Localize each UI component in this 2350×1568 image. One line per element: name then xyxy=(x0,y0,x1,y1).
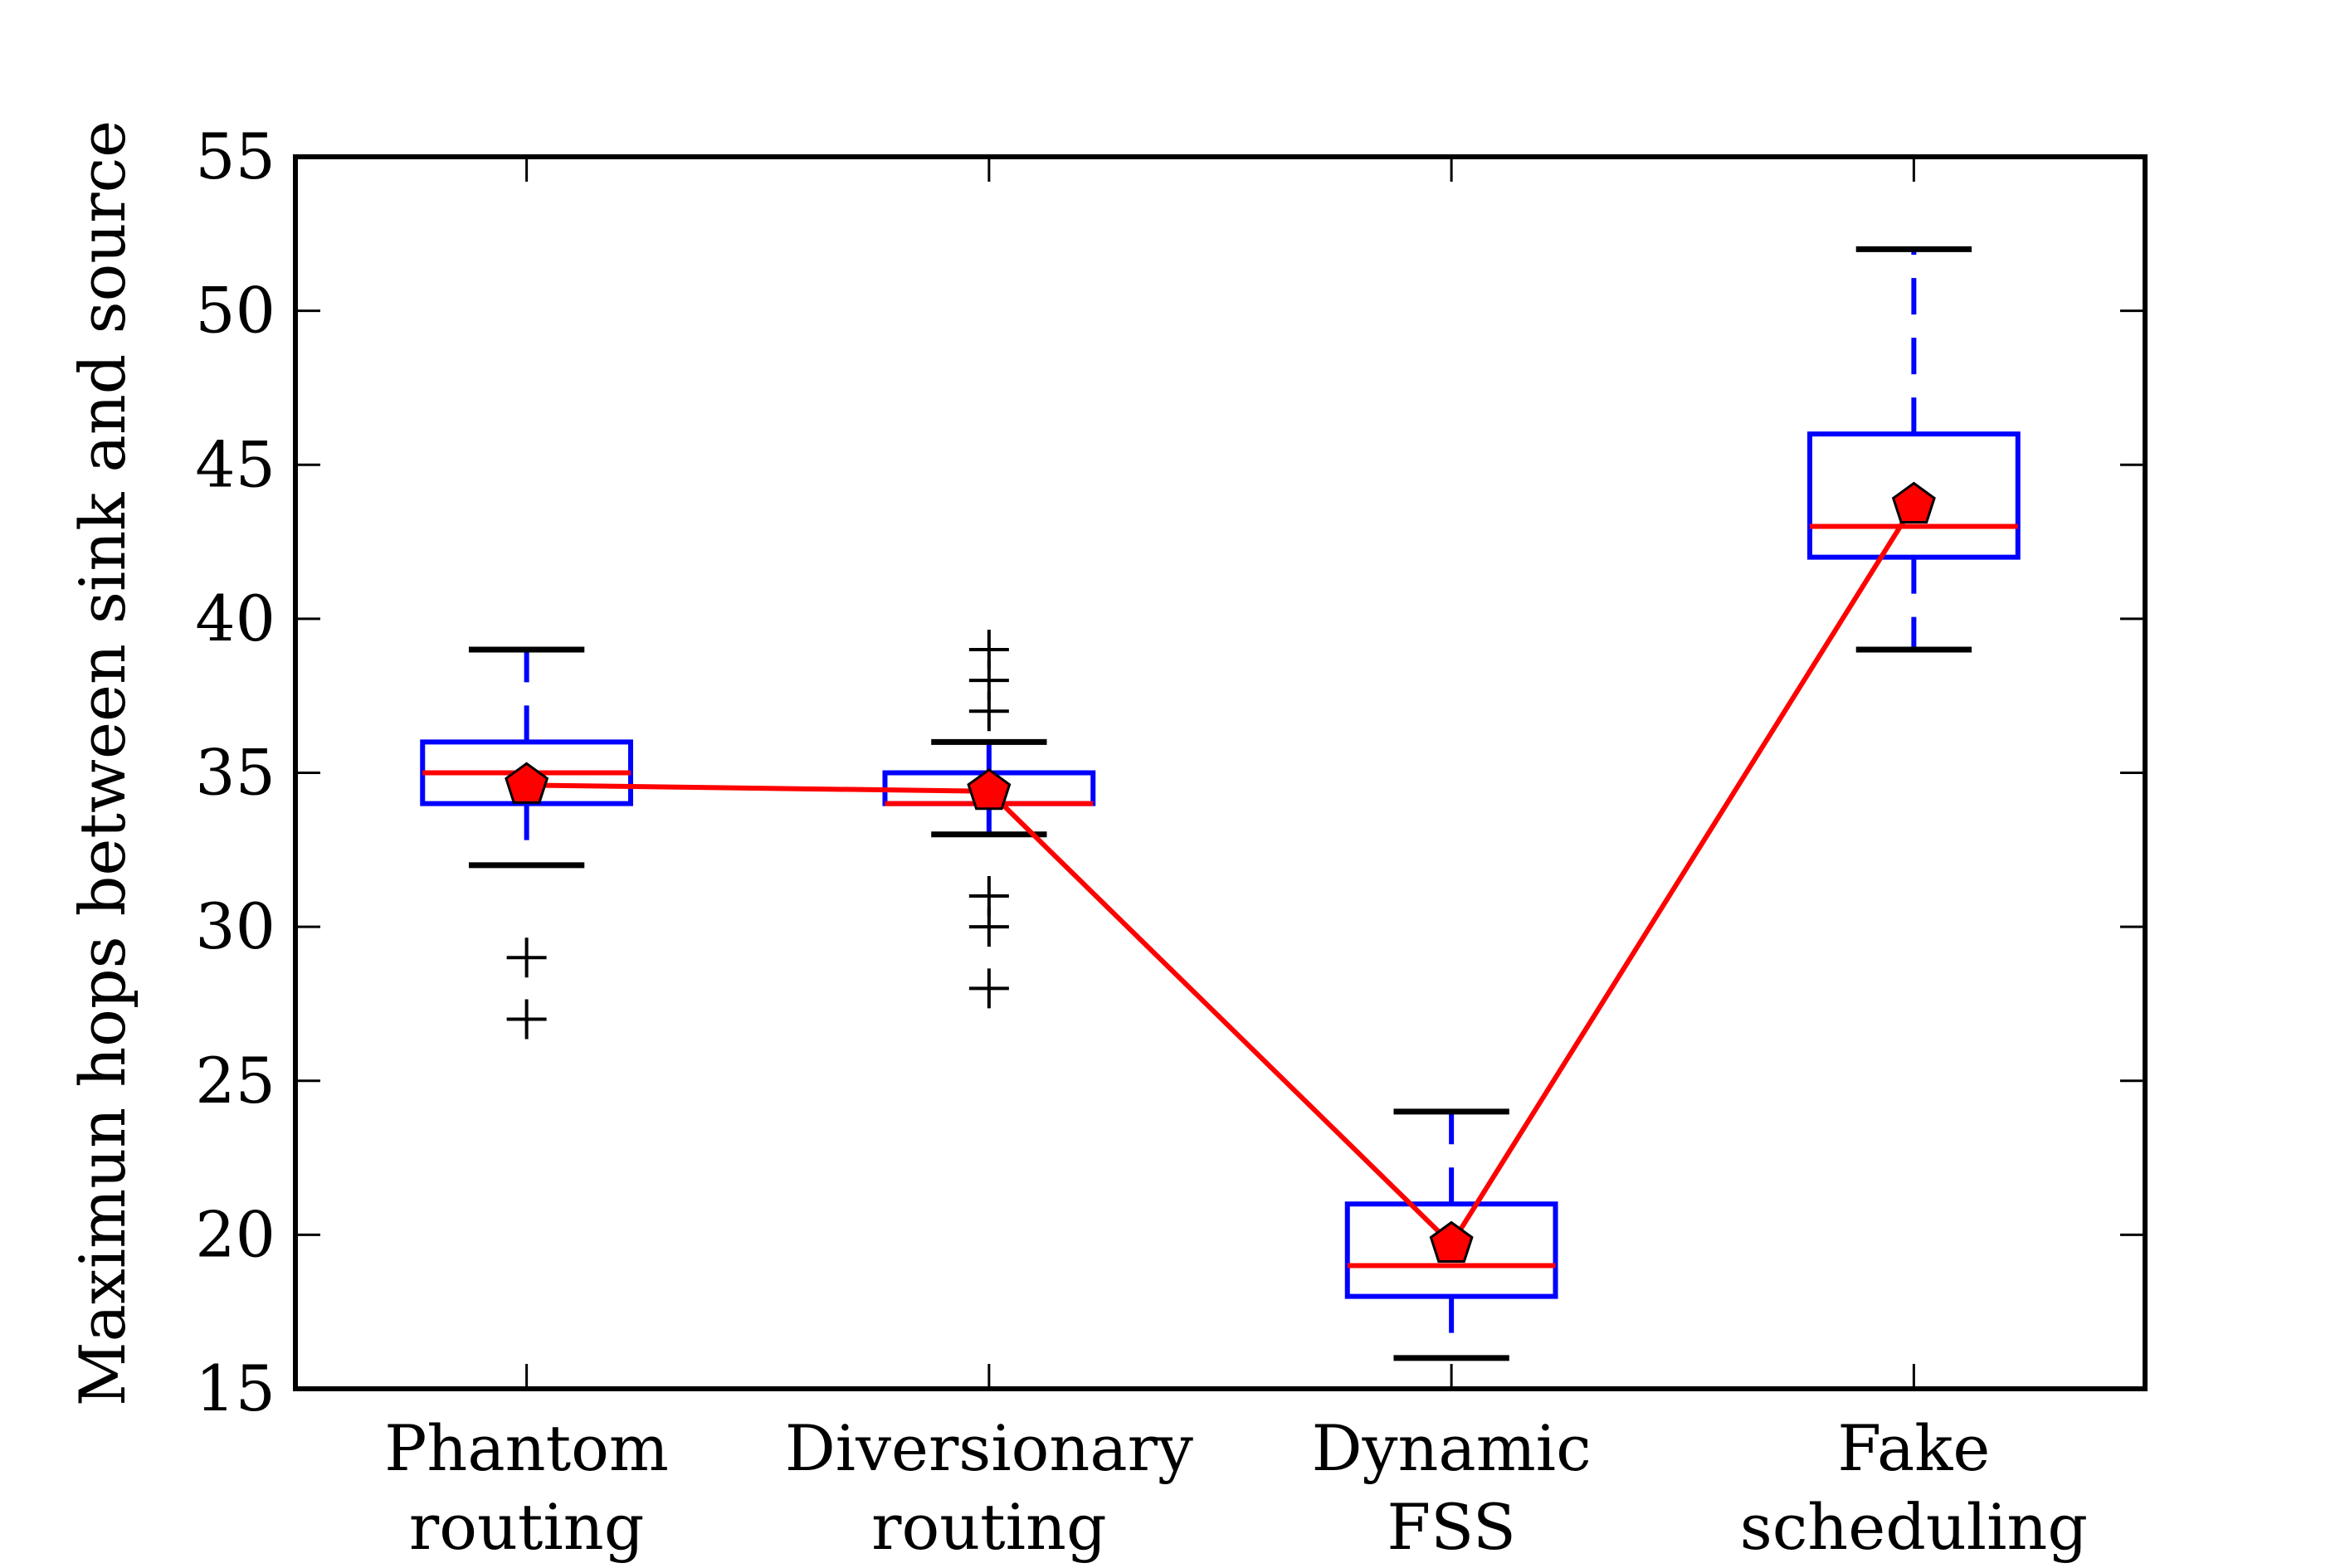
box-iqr xyxy=(1806,431,2021,560)
y-tick-label: 45 xyxy=(195,427,275,501)
y-tick-label: 50 xyxy=(195,274,275,348)
x-tick-label: Dynamic xyxy=(1312,1411,1592,1485)
plot-frame xyxy=(293,154,2148,1391)
y-tick-label: 20 xyxy=(195,1197,275,1271)
x-tick-label: Fake xyxy=(1837,1411,1990,1485)
x-tick-label: routing xyxy=(871,1490,1106,1564)
x-tick-label: Phantom xyxy=(384,1411,669,1485)
x-tick-label: scheduling xyxy=(1740,1490,2088,1564)
y-tick-label: 55 xyxy=(195,119,275,193)
x-tick-label: FSS xyxy=(1387,1490,1516,1564)
mean-marker xyxy=(1891,481,1936,523)
mean-marker xyxy=(505,762,549,804)
y-tick-label: 30 xyxy=(195,889,275,963)
y-tick-label: 25 xyxy=(195,1044,275,1118)
y-tick-label: 40 xyxy=(195,582,275,655)
plot-area: 152025303540455055PhantomroutingDiversio… xyxy=(195,119,2148,1564)
mean-trend-line xyxy=(526,503,1916,1249)
x-tick-label: Diversionary xyxy=(785,1411,1193,1485)
x-tick-label: routing xyxy=(409,1490,644,1564)
y-axis-label: Maximun hops between sink and source xyxy=(66,120,139,1406)
mean-marker xyxy=(1429,1220,1474,1263)
y-tick-label: 35 xyxy=(195,736,275,810)
box-iqr xyxy=(1344,1201,1558,1299)
mean-marker xyxy=(967,767,1012,811)
y-tick-label: 15 xyxy=(195,1351,275,1425)
